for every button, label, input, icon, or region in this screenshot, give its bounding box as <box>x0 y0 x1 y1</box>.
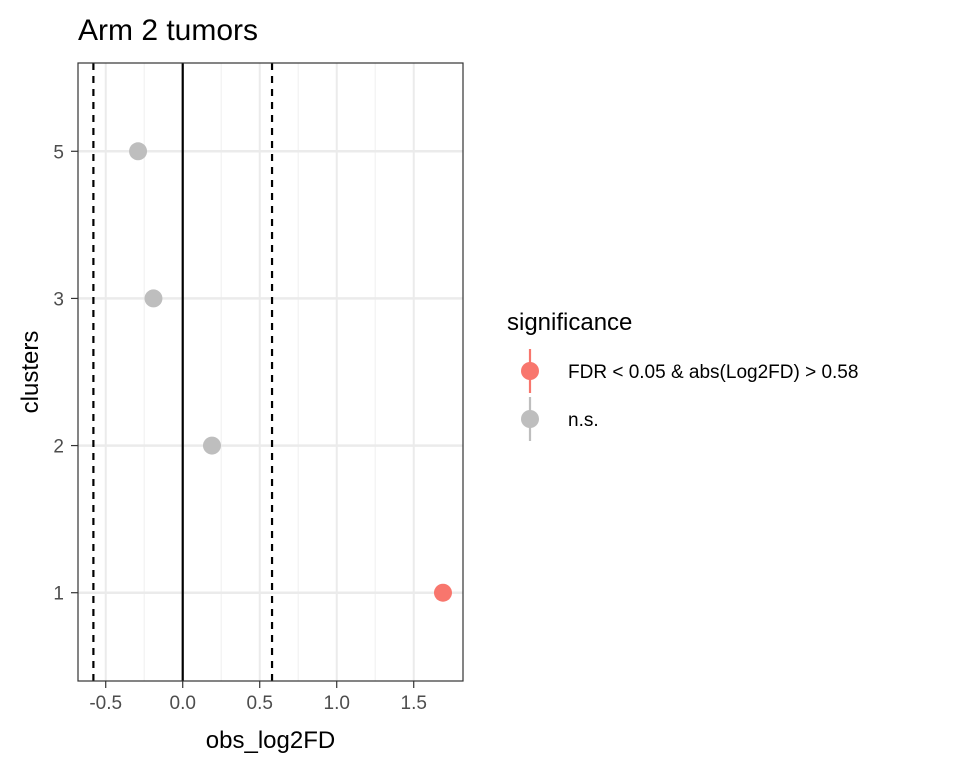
data-point <box>433 583 452 602</box>
plot-border <box>77 62 464 682</box>
data-point <box>202 436 221 455</box>
y-tick-label: 2 <box>53 437 64 458</box>
y-tick-label: 5 <box>53 142 64 163</box>
legend-label: n.s. <box>568 410 599 431</box>
x-tick-label: -0.5 <box>89 693 122 714</box>
x-axis-ticks: -0.5 0.0 0.5 1.0 1.5 <box>89 681 427 714</box>
y-axis-ticks: 1 2 3 5 <box>53 142 78 605</box>
chart-title: Arm 2 tumors <box>78 14 258 47</box>
x-tick-label: 1.5 <box>401 693 427 714</box>
plot-panel <box>78 63 463 681</box>
x-tick-label: 0.0 <box>170 693 196 714</box>
x-axis-label: obs_log2FD <box>206 727 335 754</box>
data-point <box>129 142 148 161</box>
legend-key-point <box>521 362 539 380</box>
x-tick-label: 1.0 <box>324 693 350 714</box>
data-point <box>144 289 163 308</box>
x-tick-label: 0.5 <box>247 693 273 714</box>
legend-label: FDR < 0.05 & abs(Log2FD) > 0.58 <box>568 362 858 383</box>
legend-title: significance <box>507 309 632 336</box>
legend-key-point <box>521 410 539 428</box>
y-axis-label: clusters <box>17 331 44 414</box>
y-tick-label: 3 <box>53 289 64 310</box>
grid-lines <box>78 63 463 681</box>
y-tick-label: 1 <box>53 584 64 605</box>
legend: significance FDR < 0.05 & abs(Log2FD) > … <box>507 309 858 441</box>
reference-lines <box>92 63 274 681</box>
data-points <box>129 142 452 602</box>
